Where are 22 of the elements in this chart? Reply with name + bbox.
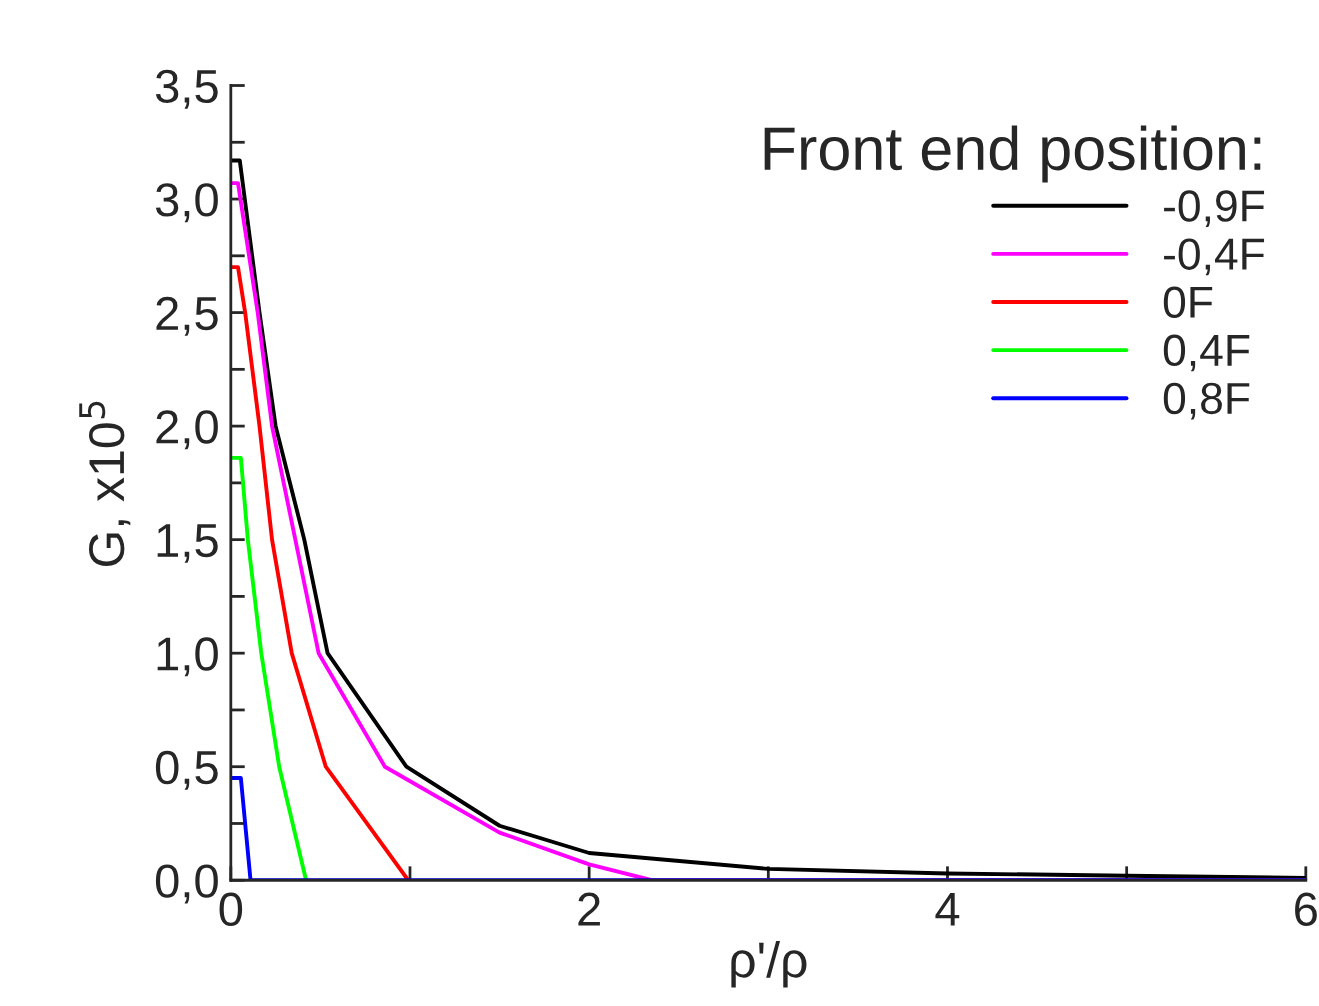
x-tick-label: 0 [219,892,243,927]
y-tick-label: 2,5 [156,296,218,336]
y-tick-label: 3,0 [155,183,218,223]
legend-label: 0,8F [1163,382,1250,420]
y-tick-label: 0,5 [155,750,218,790]
y-tick-label: 2,0 [156,410,218,450]
y-axis-title: G, x10$^{5}$ [79,401,131,567]
x-axis-title: ρ'/ρ [731,940,807,988]
y-tick-label: 3,5 [155,69,218,109]
x-tick-label: 6 [1295,892,1317,927]
legend-label: 0,4F [1163,334,1250,372]
legend-label: 0F [1163,286,1213,318]
legend-label: -0,9F [1164,190,1265,228]
legend-title: Front end position: [764,125,1261,183]
legend-label: -0,4F [1164,238,1265,276]
y-tick-label: 1,5 [157,524,218,563]
x-tick-label: 2 [578,892,600,926]
line-series [230,265,411,881]
line-series [230,455,309,881]
x-tick-label: 4 [935,893,960,926]
y-tick-label: 0,0 [155,864,218,904]
y-tick-label: 1,0 [157,637,218,677]
